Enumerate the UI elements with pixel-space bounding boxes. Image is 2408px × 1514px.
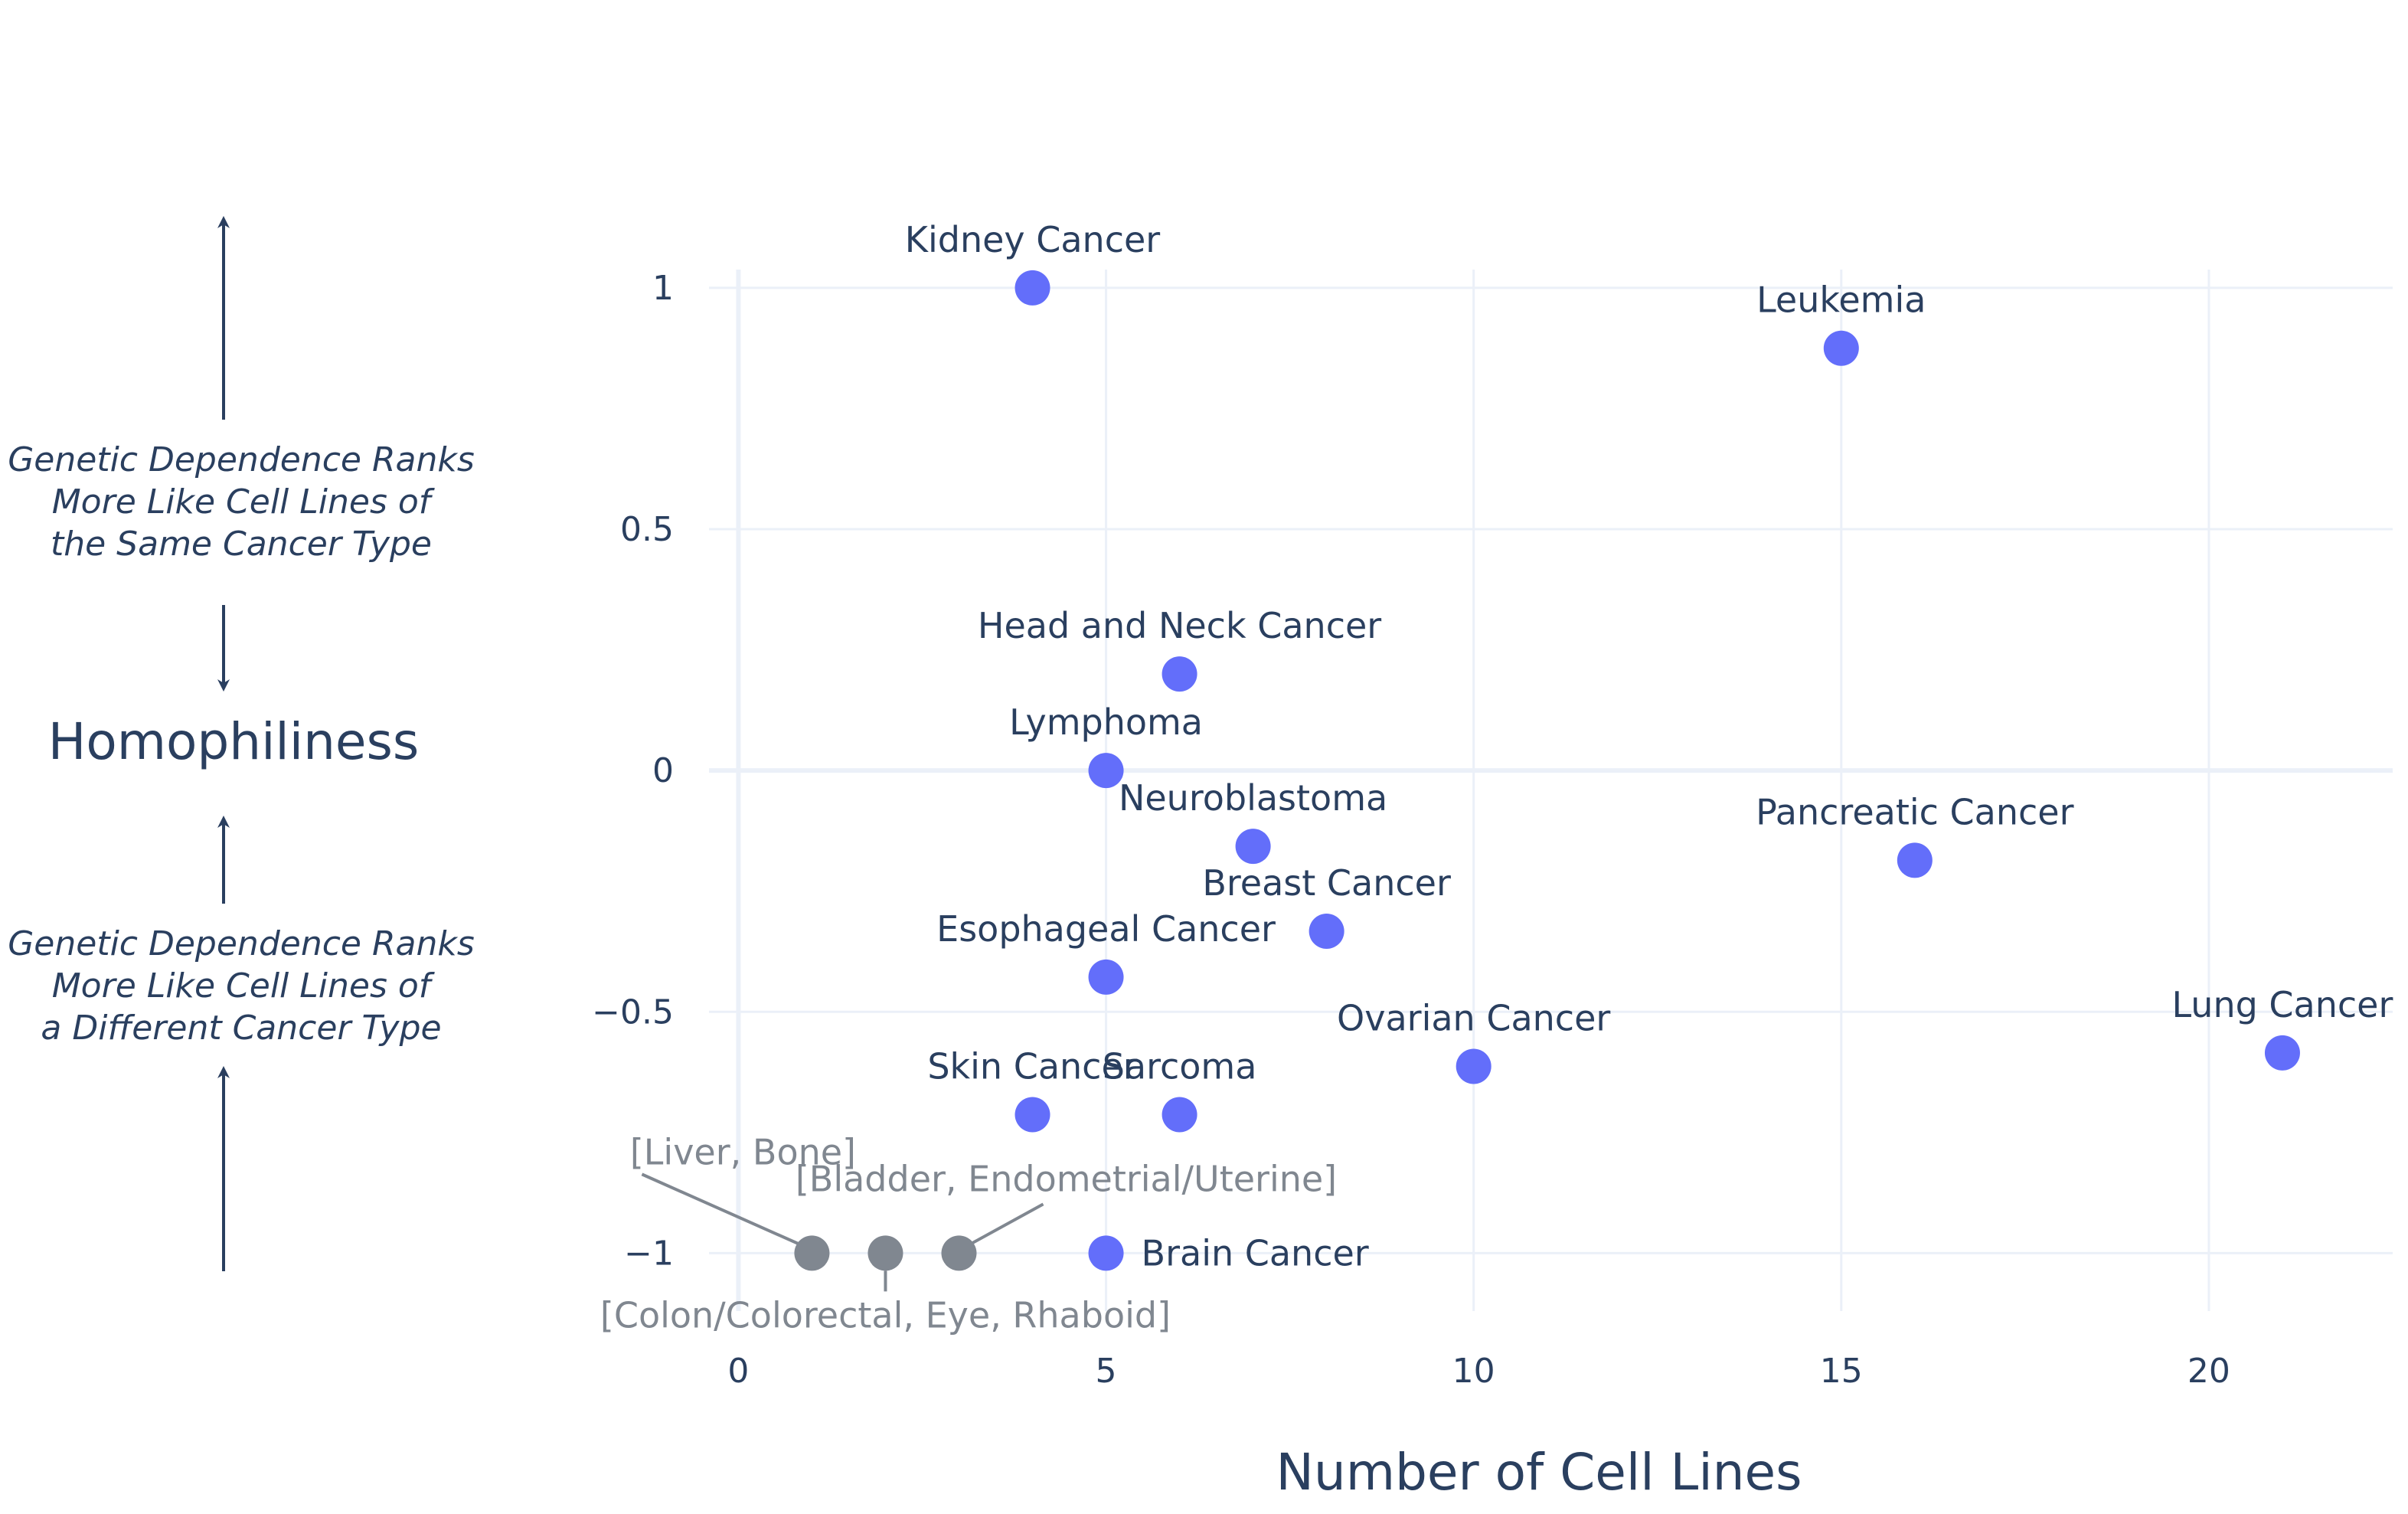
data-labels: Kidney Cancer Leukemia Head and Neck Cance… [600, 219, 2393, 1336]
data-point [1823, 330, 1859, 366]
axis-tick-labels: 0 5 10 15 20 −1 −0.5 0 0.5 1 [592, 269, 2230, 1391]
group-callout-line [641, 1172, 807, 1249]
x-axis-title: Number of Cell Lines [1276, 1443, 1802, 1502]
x-tick-label: 20 [2187, 1352, 2230, 1391]
data-point [1014, 1097, 1050, 1133]
y-annotation-up-line: More Like Cell Lines of [51, 482, 431, 522]
data-label: Kidney Cancer [905, 219, 1160, 260]
data-point [1088, 1235, 1124, 1271]
y-annotation-up-line: Genetic Dependence Ranks [8, 440, 475, 479]
x-tick-label: 10 [1452, 1352, 1495, 1391]
group-data-label: [Bladder, Endometrial/Uterine] [796, 1158, 1337, 1199]
data-label: Lymphoma [1009, 701, 1203, 743]
grid-lines [709, 270, 2393, 1311]
y-annotation-up-line: the Same Cancer Type [50, 525, 432, 564]
data-point [1162, 656, 1197, 692]
data-label: Brain Cancer [1142, 1232, 1369, 1274]
x-tick-label: 0 [727, 1352, 749, 1391]
data-label: Sarcoma [1103, 1045, 1257, 1087]
data-point [1309, 914, 1344, 950]
data-label: Ovarian Cancer [1337, 997, 1610, 1038]
group-data-point [794, 1235, 830, 1271]
y-tick-label: 1 [652, 269, 674, 308]
data-point [1088, 959, 1124, 995]
data-label: Leukemia [1756, 280, 1926, 321]
data-point [1088, 753, 1124, 789]
data-label: Esophageal Cancer [936, 908, 1276, 950]
data-point [1235, 829, 1271, 865]
group-callout-lines [641, 1172, 1044, 1292]
data-label: Skin Cancer [927, 1045, 1137, 1087]
data-point [1014, 270, 1050, 306]
y-annotation-down-line: More Like Cell Lines of [51, 966, 431, 1006]
y-tick-label: −0.5 [592, 992, 674, 1032]
y-annotation-down-line: a Different Cancer Type [41, 1009, 442, 1048]
group-data-label: [Liver, Bone] [630, 1131, 856, 1172]
data-label: Pancreatic Cancer [1756, 791, 2073, 832]
data-label: Neuroblastoma [1119, 777, 1387, 819]
y-annotation-down-line: Genetic Dependence Ranks [8, 924, 475, 963]
y-annotation-down: Genetic Dependence Ranks More Like Cell … [0, 923, 482, 1049]
x-tick-label: 5 [1096, 1352, 1117, 1391]
y-tick-label: 0 [652, 751, 674, 790]
data-point [1162, 1097, 1197, 1133]
y-tick-label: −1 [624, 1234, 674, 1273]
y-annotation-up: Genetic Dependence Ranks More Like Cell … [0, 439, 482, 565]
data-label: Breast Cancer [1202, 862, 1451, 904]
group-data-point [941, 1235, 977, 1271]
data-point [1456, 1048, 1492, 1084]
data-point [2264, 1035, 2300, 1071]
y-axis-title: Homophiliness [47, 712, 420, 771]
group-callout-line [964, 1202, 1044, 1249]
data-label: Lung Cancer [2171, 984, 2393, 1025]
group-data-point [867, 1235, 903, 1271]
y-tick-label: 0.5 [620, 510, 674, 549]
data-points [794, 270, 2300, 1271]
x-tick-label: 15 [1820, 1352, 1863, 1391]
data-label: Head and Neck Cancer [978, 605, 1381, 646]
group-data-label: [Colon/Colorectal, Eye, Rhaboid] [600, 1294, 1171, 1336]
data-point [1897, 842, 1933, 878]
